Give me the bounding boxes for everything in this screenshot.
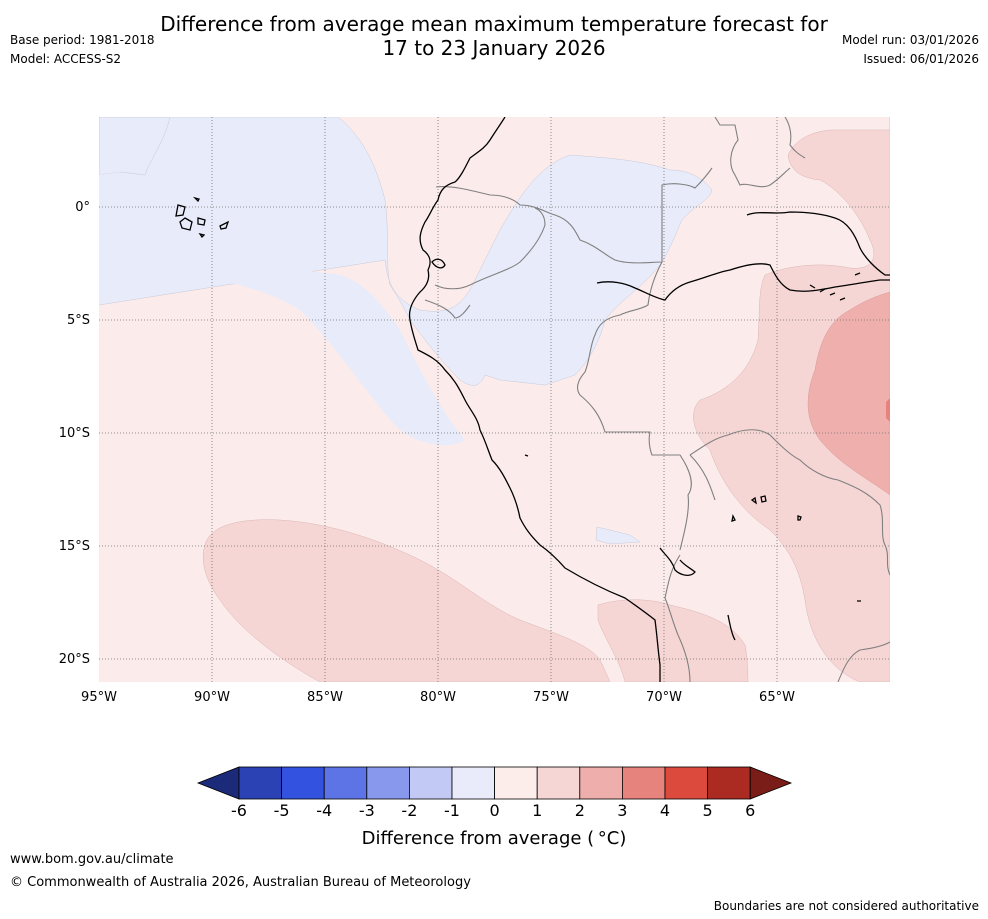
colorbar-tick-label: 5: [703, 801, 713, 820]
lat-label-10s: 10°S: [59, 426, 90, 441]
lon-label-95w: 95°W: [81, 690, 117, 705]
footer-note: Boundaries are not considered authoritat…: [713, 899, 979, 913]
title-line-2: 17 to 23 January 2026: [382, 36, 606, 60]
colorbar-cell: [494, 766, 538, 800]
colorbar-cell: [366, 766, 410, 800]
colorbar-cell: [323, 766, 368, 800]
anomaly-1-to-2-region-south: [597, 599, 749, 682]
colorbar-tick-label: -2: [401, 801, 417, 820]
lon-label-85w: 85°W: [307, 690, 343, 705]
colorbar-extend-high: [749, 766, 793, 800]
anomaly-neg1-to-0-region-west: [99, 172, 465, 446]
colorbar-tick-label: -1: [444, 801, 460, 820]
anomaly-1-to-2-region-east: [693, 117, 890, 682]
colorbar-tick-label: 6: [745, 801, 755, 820]
colorbar-tick-label: -3: [359, 801, 375, 820]
lon-label-70w: 70°W: [646, 690, 682, 705]
anomaly-3-to-4-sliver: [886, 398, 890, 422]
coastlines: [175, 117, 890, 682]
colorbar-tick-label: 4: [660, 801, 670, 820]
colorbar-cell: [579, 766, 623, 800]
colorbar-cell: [622, 766, 666, 800]
colorbar-label: Difference from average ( °C): [361, 828, 627, 849]
colorbar-cell: [408, 766, 453, 800]
lat-label-5s: 5°S: [67, 313, 90, 328]
colorbar-tick-label: 2: [575, 801, 585, 820]
colorbar-cell: [238, 766, 282, 800]
colorbar-ticks: -6 -5 -4 -3 -2 -1 0 1 2 3 4 5 6: [231, 801, 755, 820]
model-run: Model run: 03/01/2026: [841, 33, 979, 47]
issued-date: Issued: 06/01/2026: [863, 52, 979, 66]
colorbar-tick-label: 0: [490, 801, 500, 820]
footer-url: www.bom.gov.au/climate: [10, 852, 174, 867]
colorbar-extend-low: [196, 766, 240, 800]
lon-label-65w: 65°W: [759, 690, 795, 705]
colorbar-cell: [451, 766, 495, 800]
map-gridlines: [99, 117, 890, 682]
colorbar-cell: [664, 766, 708, 800]
lat-label-15s: 15°S: [59, 539, 90, 554]
lon-label-80w: 80°W: [420, 690, 456, 705]
colorbar-tick-label: 1: [532, 801, 542, 820]
anomaly-2-to-3-region: [807, 291, 890, 496]
map-fill-layers: [99, 117, 890, 682]
colorbar-cell: [536, 766, 581, 800]
colorbar-tick-label: -4: [316, 801, 332, 820]
anomaly-neg1-to-0-patch: [595, 526, 641, 545]
title-line-1: Difference from average mean maximum tem…: [160, 12, 828, 36]
anomaly-neg1-to-0-region: [99, 117, 713, 386]
colorbar-cells: [196, 766, 793, 800]
model-name: Model: ACCESS-S2: [10, 52, 122, 66]
base-period: Base period: 1981-2018: [10, 33, 155, 47]
colorbar-tick-label: 3: [617, 801, 627, 820]
colorbar-cell: [707, 766, 751, 800]
chart-title: Difference from average mean maximum tem…: [0, 12, 988, 60]
lon-label-90w: 90°W: [194, 690, 230, 705]
anomaly-1-to-2-region-southwest: [202, 519, 611, 682]
colorbar-cell: [281, 766, 325, 800]
country-borders: [424, 117, 890, 682]
lat-label-0: 0°: [75, 200, 90, 215]
lon-label-75w: 75°W: [533, 690, 569, 705]
footer-copyright: © Commonwealth of Australia 2026, Austra…: [10, 875, 471, 890]
lat-label-20s: 20°S: [59, 652, 90, 667]
colorbar-tick-label: -6: [231, 801, 247, 820]
colorbar-tick-label: -5: [274, 801, 290, 820]
